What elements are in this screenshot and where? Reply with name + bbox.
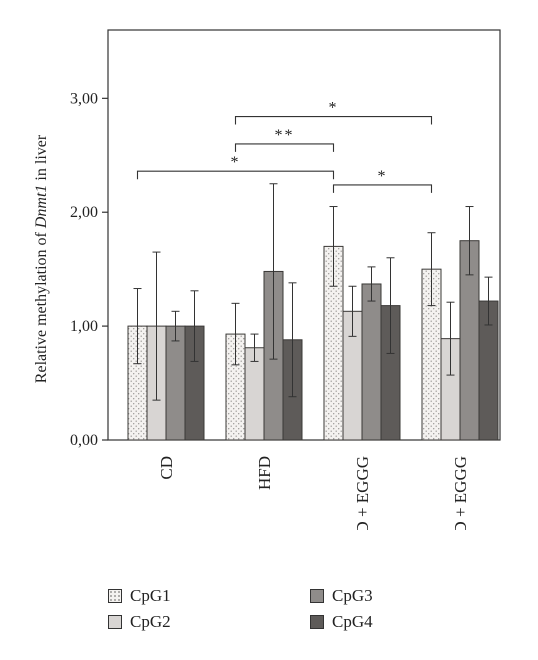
legend-item-cpg1: CpG1	[108, 586, 171, 606]
legend-label: CpG3	[332, 586, 373, 605]
significance-marker: *	[329, 100, 339, 117]
legend-swatch	[310, 615, 324, 629]
x-tick-label: HFD	[255, 456, 274, 490]
plot-frame	[107, 29, 501, 441]
significance-bracket	[136, 170, 335, 180]
significance-bracket	[234, 143, 335, 152]
x-tick-label: HFD + EGGG	[451, 456, 470, 530]
y-tick-label: 0,00	[70, 432, 98, 449]
legend-item-cpg3: CpG3	[310, 586, 373, 606]
legend-swatch	[108, 589, 122, 603]
legend-item-cpg4: CpG4	[310, 612, 373, 632]
significance-marker: *	[231, 154, 241, 171]
significance-marker: *	[378, 168, 388, 185]
x-tick-label: CD	[157, 456, 176, 480]
y-axis-label: Relative methylation of Dnmt1 in liver	[33, 134, 50, 383]
y-tick-label: 3,00	[70, 90, 98, 107]
y-tick-label: 2,00	[70, 204, 98, 221]
significance-marker: **	[275, 127, 295, 144]
x-tick-label: CD + EGGG	[353, 456, 372, 530]
legend-swatch	[108, 615, 122, 629]
bar-cpg3-0	[165, 325, 186, 441]
legend: CpG1 CpG3 CpG2 CpG4	[108, 586, 468, 646]
legend-label: CpG1	[130, 586, 171, 605]
significance-bracket	[234, 116, 433, 125]
significance-bracket	[332, 184, 433, 193]
bar-cpg3-2	[361, 283, 382, 441]
legend-label: CpG4	[332, 612, 373, 631]
legend-item-cpg2: CpG2	[108, 612, 171, 632]
chart: 0,00 1,00 2,00 3,00 Relative methylation of …	[33, 29, 501, 530]
y-tick-label: 1,00	[70, 318, 98, 335]
legend-label: CpG2	[130, 612, 171, 631]
legend-swatch	[310, 589, 324, 603]
